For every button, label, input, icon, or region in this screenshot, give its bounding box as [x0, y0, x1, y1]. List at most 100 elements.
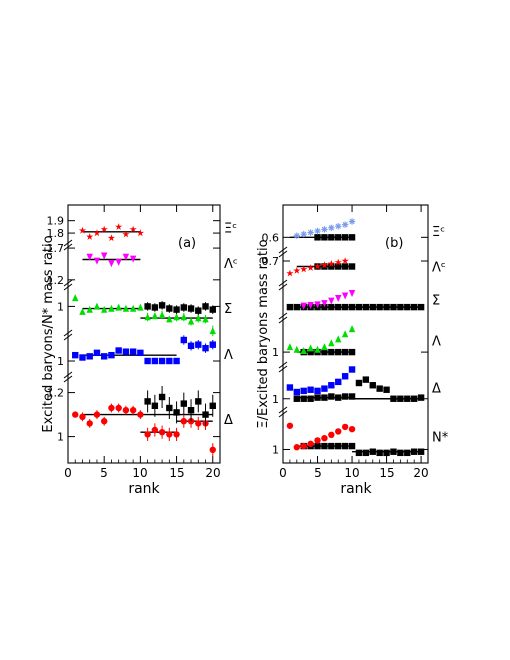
- data-point-black: [286, 303, 294, 311]
- panel-a: (a) rank Excited baryons/N* mass ratio 0…: [41, 204, 238, 497]
- data-point: [286, 269, 294, 277]
- y-tick-label: 1: [272, 346, 279, 359]
- data-point-black: [355, 303, 363, 311]
- data-point: [129, 407, 137, 414]
- data-point-black: [397, 395, 404, 402]
- data-point: [321, 343, 328, 351]
- asterisk-stroke: [314, 228, 321, 234]
- data-point: [151, 357, 159, 365]
- data-point: [328, 297, 335, 305]
- data-point-black: [383, 449, 390, 457]
- data-point: [286, 422, 294, 429]
- data-point: [314, 301, 321, 309]
- data-point: [108, 304, 115, 312]
- data-point-black: [180, 400, 188, 407]
- data-point: [180, 336, 188, 344]
- data-point-black: [369, 382, 376, 389]
- data-point: [209, 327, 216, 335]
- data-point-black: [348, 348, 356, 356]
- data-point-black: [410, 303, 418, 311]
- axis-break-mark: [63, 279, 73, 287]
- data-point: [166, 357, 173, 365]
- data-point-black: [362, 376, 370, 383]
- data-point: [321, 300, 328, 308]
- data-point-black: [362, 449, 370, 457]
- data-point: [195, 420, 202, 427]
- data-point-black: [369, 303, 376, 311]
- data-point: [293, 232, 301, 239]
- data-point: [320, 261, 328, 269]
- data-point-black: [195, 307, 202, 314]
- data-point: [137, 349, 144, 357]
- x-tick-label: 5: [314, 466, 322, 480]
- data-point: [180, 313, 188, 321]
- data-point: [86, 305, 93, 313]
- data-point: [93, 411, 101, 418]
- band-label: Δ: [224, 413, 233, 428]
- y-tick-label: 1: [57, 300, 64, 313]
- x-tick-label: 0: [279, 466, 287, 480]
- data-point-black: [341, 442, 349, 450]
- data-point: [129, 255, 137, 263]
- data-point-black: [341, 393, 349, 400]
- data-point-black: [173, 409, 180, 416]
- data-point: [115, 258, 122, 266]
- data-point-black: [404, 449, 411, 457]
- data-point: [115, 404, 122, 412]
- data-point-black: [166, 305, 173, 312]
- data-point-black: [383, 386, 390, 393]
- y-tick-label: 1: [272, 443, 279, 456]
- data-point-black: [314, 442, 321, 450]
- data-point-black: [328, 393, 335, 400]
- data-point: [328, 431, 335, 439]
- asterisk-stroke: [335, 223, 341, 229]
- data-point: [187, 342, 195, 350]
- asterisk-stroke: [321, 226, 328, 233]
- data-point: [341, 330, 349, 338]
- data-point: [86, 253, 93, 261]
- axis-break-mark: [63, 375, 73, 383]
- data-point: [137, 303, 144, 311]
- data-point: [321, 226, 328, 233]
- data-point: [144, 431, 151, 438]
- data-point: [100, 418, 108, 425]
- data-point-black: [376, 385, 383, 392]
- data-point: [173, 357, 180, 365]
- data-point: [122, 230, 130, 238]
- data-point: [180, 418, 188, 425]
- data-point-black: [328, 234, 335, 241]
- data-point-black: [390, 448, 397, 455]
- data-point: [100, 305, 108, 313]
- axis-break-mark: [278, 250, 288, 258]
- data-point: [335, 378, 342, 386]
- data-point: [321, 385, 328, 392]
- data-point-black: [293, 303, 301, 311]
- data-point-black: [335, 234, 342, 241]
- data-point: [328, 224, 335, 232]
- panel-a-frame: [67, 204, 221, 464]
- x-tick-label: 20: [413, 466, 428, 480]
- data-point-black: [144, 303, 151, 310]
- data-point-black: [335, 394, 342, 401]
- data-point: [122, 253, 130, 261]
- axis-break-mark: [278, 361, 288, 369]
- y-tick-label: 1: [57, 355, 64, 368]
- band-label: Ξᶜ: [432, 225, 445, 240]
- data-point: [300, 442, 307, 450]
- axis-break-mark: [63, 239, 73, 247]
- data-point: [293, 444, 301, 451]
- data-point: [115, 223, 123, 230]
- x-tick-label: 15: [169, 466, 184, 480]
- panel-b-frame: [282, 204, 429, 464]
- data-point: [209, 341, 216, 348]
- y-tick-label: 1: [272, 393, 279, 406]
- data-point-black: [314, 394, 321, 401]
- data-point: [286, 384, 294, 391]
- data-point: [122, 407, 130, 414]
- data-point-black: [321, 394, 328, 401]
- panel-b-label: (b): [385, 236, 403, 251]
- data-point: [335, 428, 342, 435]
- data-point: [100, 225, 108, 233]
- axis-break-mark: [63, 333, 73, 341]
- data-point: [86, 233, 94, 240]
